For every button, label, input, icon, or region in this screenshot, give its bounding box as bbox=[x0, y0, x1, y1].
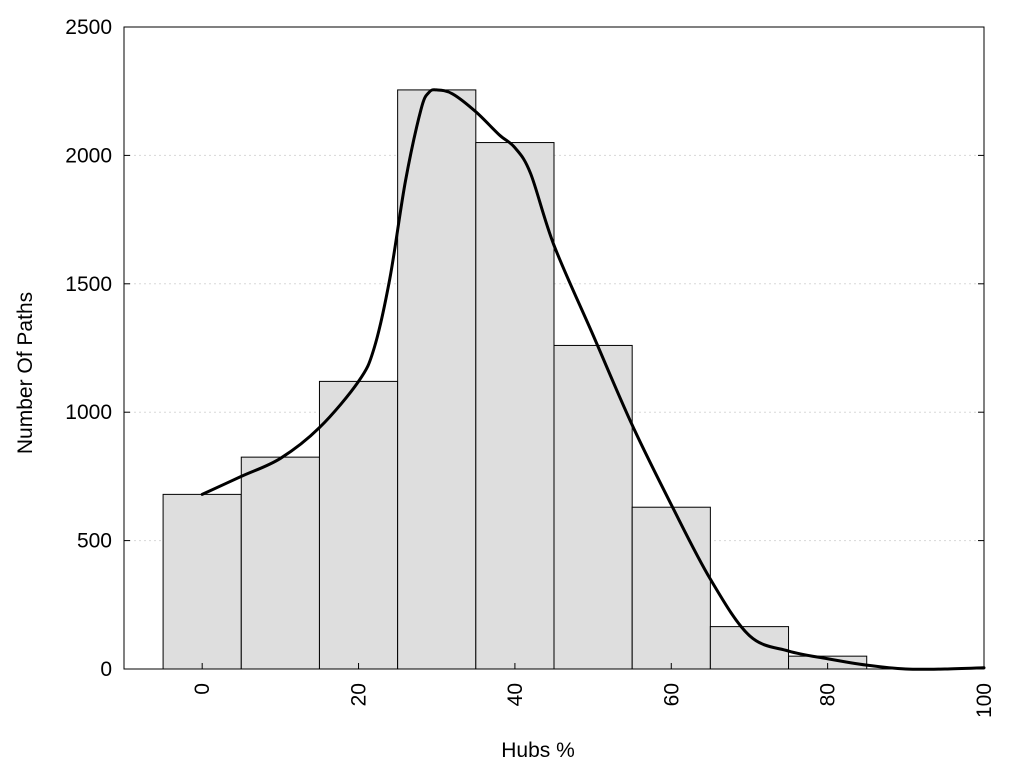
y-tick-labels: 0 500 1000 1500 2000 2500 bbox=[65, 16, 112, 681]
y-axis-title: Number Of Paths bbox=[14, 292, 37, 454]
y-tick-label: 1000 bbox=[65, 401, 112, 424]
plot-frame bbox=[123, 26, 985, 670]
x-tick-label: 100 bbox=[973, 683, 996, 718]
x-tick-labels: 0 20 40 60 80 100 bbox=[191, 683, 996, 718]
histogram-bar bbox=[318, 380, 399, 670]
histogram-bar bbox=[397, 89, 477, 670]
axis-ticks bbox=[124, 26, 985, 670]
histogram-bar bbox=[631, 506, 711, 670]
y-tick-label: 2500 bbox=[65, 16, 112, 39]
histogram-bar bbox=[240, 456, 320, 670]
y-tick-label: 0 bbox=[100, 658, 112, 681]
x-tick-label: 0 bbox=[191, 683, 214, 695]
y-tick-label: 500 bbox=[77, 530, 112, 553]
histogram-bar bbox=[553, 344, 633, 670]
histogram-bar bbox=[475, 142, 555, 670]
x-tick-label: 60 bbox=[660, 683, 683, 706]
x-tick-label: 80 bbox=[817, 683, 840, 706]
x-axis-title: Hubs % bbox=[501, 739, 575, 762]
density-curve-line bbox=[200, 88, 986, 671]
y-tick-label: 1500 bbox=[65, 273, 112, 296]
histogram-bar bbox=[162, 493, 242, 670]
density-curve bbox=[200, 88, 986, 671]
x-tick-label: 40 bbox=[504, 683, 527, 706]
bars bbox=[162, 89, 868, 670]
x-tick-label: 20 bbox=[348, 683, 371, 706]
y-tick-label: 2000 bbox=[65, 144, 112, 167]
